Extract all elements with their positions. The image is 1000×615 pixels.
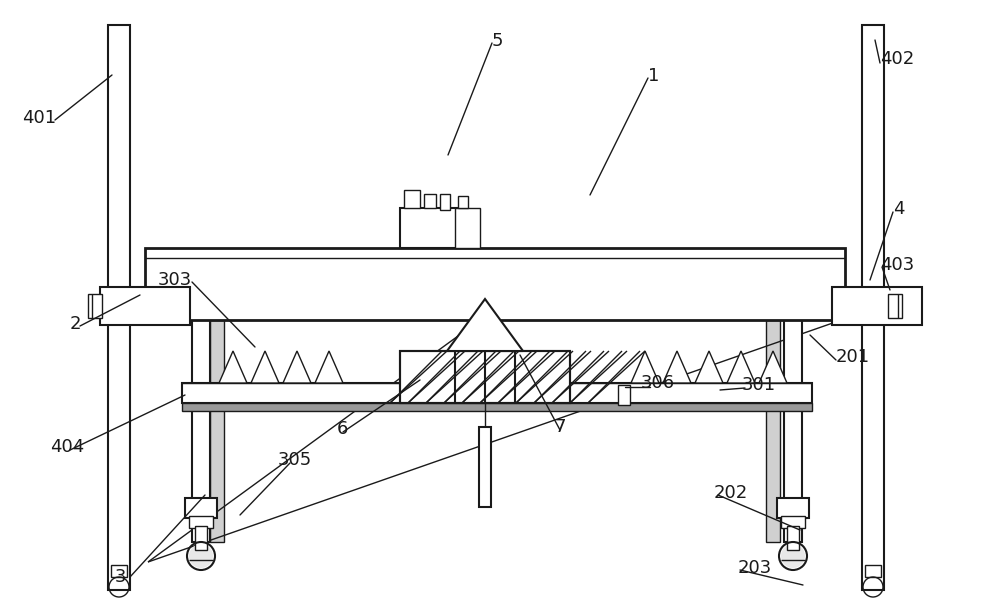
Polygon shape — [663, 351, 691, 383]
Bar — [100, 287, 190, 325]
Text: 201: 201 — [836, 348, 870, 366]
Bar — [440, 194, 450, 210]
Polygon shape — [315, 351, 343, 383]
Bar — [189, 516, 213, 528]
Text: 403: 403 — [880, 256, 914, 274]
Bar — [145, 248, 845, 320]
Bar — [832, 287, 922, 325]
Bar — [182, 383, 812, 403]
Text: 5: 5 — [492, 32, 504, 50]
Polygon shape — [283, 351, 311, 383]
Circle shape — [189, 544, 213, 568]
Text: 203: 203 — [738, 559, 772, 577]
Text: 4: 4 — [893, 200, 904, 218]
Bar — [781, 516, 805, 528]
Polygon shape — [447, 299, 523, 351]
Bar — [784, 320, 802, 542]
Bar — [182, 403, 812, 411]
Bar — [458, 196, 468, 208]
Polygon shape — [695, 351, 723, 383]
Bar — [455, 208, 480, 248]
Text: 303: 303 — [158, 271, 192, 289]
Text: 202: 202 — [714, 484, 748, 502]
Bar — [766, 320, 780, 542]
Bar — [111, 565, 127, 577]
Bar — [888, 294, 902, 318]
Bar — [862, 25, 884, 590]
Polygon shape — [727, 351, 755, 383]
Bar — [192, 320, 210, 542]
Polygon shape — [631, 351, 659, 383]
Text: 402: 402 — [880, 50, 914, 68]
Text: 301: 301 — [742, 376, 776, 394]
Text: 401: 401 — [22, 109, 56, 127]
Text: 7: 7 — [555, 418, 566, 436]
Text: 306: 306 — [641, 374, 675, 392]
Bar — [479, 427, 491, 507]
Text: 1: 1 — [648, 67, 659, 85]
Bar — [424, 194, 436, 208]
Bar — [777, 498, 809, 518]
Text: 2: 2 — [70, 315, 82, 333]
Bar — [400, 351, 570, 403]
Bar — [400, 351, 570, 403]
Text: 6: 6 — [337, 420, 348, 438]
Circle shape — [781, 544, 805, 568]
Polygon shape — [219, 351, 247, 383]
Bar — [210, 320, 224, 542]
Bar — [88, 294, 102, 318]
Text: 404: 404 — [50, 438, 84, 456]
Bar — [185, 498, 217, 518]
Bar — [865, 565, 881, 577]
Bar — [404, 190, 420, 208]
Bar — [618, 385, 630, 405]
Polygon shape — [759, 351, 787, 383]
Bar — [195, 526, 207, 550]
Polygon shape — [251, 351, 279, 383]
Bar — [400, 208, 460, 248]
Bar — [108, 25, 130, 590]
Bar — [787, 526, 799, 550]
Text: 305: 305 — [278, 451, 312, 469]
Text: 3: 3 — [115, 568, 126, 586]
